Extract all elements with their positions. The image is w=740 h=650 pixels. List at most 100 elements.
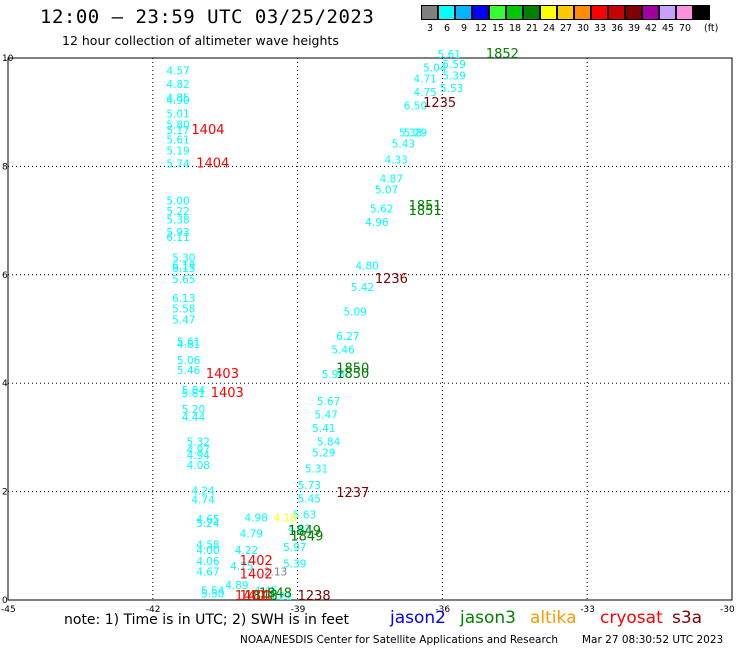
data-point-label: 5.46: [331, 344, 355, 356]
data-point-label: 2.13: [264, 567, 287, 579]
data-point-label: 5.32: [187, 437, 210, 449]
data-point-label: 6.15: [172, 263, 195, 275]
data-point-label: 5.45: [298, 493, 321, 505]
data-point-label: 5.39: [442, 71, 465, 83]
scale-label: 9: [460, 23, 468, 34]
scale-swatch: [591, 5, 608, 20]
data-point-label: 6.27: [336, 331, 359, 343]
x-tick-label: -39: [291, 605, 306, 615]
data-point-label: 5.84: [317, 437, 341, 449]
pass-time-label: 1403: [211, 386, 244, 401]
pass-time-label: 1403: [206, 367, 239, 382]
data-point-label: 5.42: [351, 282, 374, 294]
scale-label: 18: [508, 23, 522, 34]
data-point-label: 4.85: [166, 92, 189, 104]
data-point-label: 4.22: [235, 545, 258, 557]
data-point-label: 5.53: [440, 83, 463, 95]
pass-time-label: 1404: [196, 156, 229, 171]
data-point-label: 4.97: [187, 445, 210, 457]
scale-swatch: [472, 5, 489, 20]
y-tick-label: 0: [2, 596, 8, 606]
scale-swatch: [455, 5, 472, 20]
data-point-label: 5.65: [172, 274, 195, 286]
data-point-label: 5.98: [322, 369, 345, 381]
scale-swatch: [642, 5, 659, 20]
data-point-label: 4.82: [166, 79, 189, 91]
y-tick-label: 8: [2, 162, 8, 172]
data-point-label: 5.19: [166, 145, 189, 157]
data-point-label: 5.00: [166, 195, 189, 207]
data-point-label: 6.19: [172, 260, 195, 272]
data-point-label: 5.22: [166, 206, 189, 218]
data-point-label: 4.74: [191, 495, 215, 507]
data-point-label: 4.87: [380, 174, 403, 186]
data-point-label: 5.61: [438, 49, 461, 61]
pass-time-label: 1401: [240, 589, 273, 604]
scale-swatch: [608, 5, 625, 20]
page-subtitle: 12 hour collection of altimeter wave hei…: [62, 33, 339, 48]
pass-time-label: 1849: [290, 529, 323, 544]
data-point-label: 6.13: [172, 293, 195, 305]
pass-time-label: 1849: [288, 524, 321, 539]
data-point-label: 4.79: [240, 529, 263, 541]
data-point-label: 5.21: [269, 591, 292, 603]
scale-swatch: [693, 5, 710, 20]
scale-label: 27: [559, 23, 573, 34]
scale-label: 36: [610, 23, 624, 34]
data-point-label: 5.63: [293, 510, 316, 522]
scale-swatch: [676, 5, 693, 20]
legend-cryosat: cryosat: [600, 608, 663, 628]
x-tick-label: -42: [146, 605, 161, 615]
scale-label: 24: [542, 23, 556, 34]
scale-unit: (ft): [704, 23, 719, 34]
pass-time-label: 1235: [423, 96, 456, 111]
data-point-label: 5.30: [172, 252, 195, 264]
data-point-label: 5.61: [177, 336, 200, 348]
data-point-label: 5.06: [177, 355, 201, 367]
scale-swatch: [506, 5, 523, 20]
data-point-label: 4.57: [166, 65, 189, 77]
data-point-label: 4.94: [187, 450, 211, 462]
pass-time-label: 1848: [259, 586, 292, 601]
footer-note: note: 1) Time is in UTC; 2) SWH is in fe…: [64, 612, 350, 628]
pass-time-label: 1852: [486, 47, 519, 62]
data-point-label: 5.50: [201, 588, 224, 600]
data-point-label: 5.81: [182, 388, 205, 400]
data-point-label: 5.20: [182, 404, 205, 416]
data-point-label: 4.96: [365, 217, 389, 229]
pass-time-label: 1402: [240, 554, 273, 569]
data-point-label: 6.50: [404, 100, 427, 112]
legend-s3a: s3a: [672, 608, 703, 628]
data-point-label: 4.24: [191, 485, 215, 497]
data-point-label: 4.80: [356, 260, 379, 272]
y-tick-label: 10: [2, 54, 14, 64]
y-tick-label: 2: [2, 488, 8, 498]
data-point-label: 4.08: [187, 460, 210, 472]
data-point-label: 5.31: [305, 464, 328, 476]
data-point-label: 5.73: [298, 480, 321, 492]
data-point-label: 5.41: [312, 423, 335, 435]
pass-time-label: 1236: [375, 272, 408, 287]
data-point-label: 5.07: [375, 185, 398, 197]
data-point-label: 5.62: [370, 203, 393, 215]
scale-label: 45: [661, 23, 675, 34]
legend-altika: altika: [530, 608, 577, 628]
data-point-label: 5.47: [172, 315, 195, 327]
data-point-label: 4.06: [196, 556, 220, 568]
scale-label: 39: [627, 23, 641, 34]
data-point-label: 5.29: [312, 447, 335, 459]
data-point-label: 5.04: [182, 385, 206, 397]
data-point-label: 4.45: [254, 586, 277, 598]
footer-credit: NOAA/NESDIS Center for Satellite Applica…: [240, 634, 558, 646]
footer-timestamp: Mar 27 08:30:52 UTC 2023: [582, 634, 724, 646]
pass-time-label: 1848: [245, 589, 278, 604]
data-point-label: 4.75: [413, 87, 436, 99]
scale-label: 33: [593, 23, 607, 34]
scale-swatch: [625, 5, 642, 20]
data-point-label: 4.75: [230, 561, 253, 573]
data-point-label: 5.43: [392, 138, 415, 150]
legend-jason2: jason2: [390, 608, 446, 628]
pass-time-label: 1851: [409, 204, 442, 219]
data-point-label: 4.82: [288, 523, 311, 535]
data-point-label: 4.98: [245, 512, 268, 524]
